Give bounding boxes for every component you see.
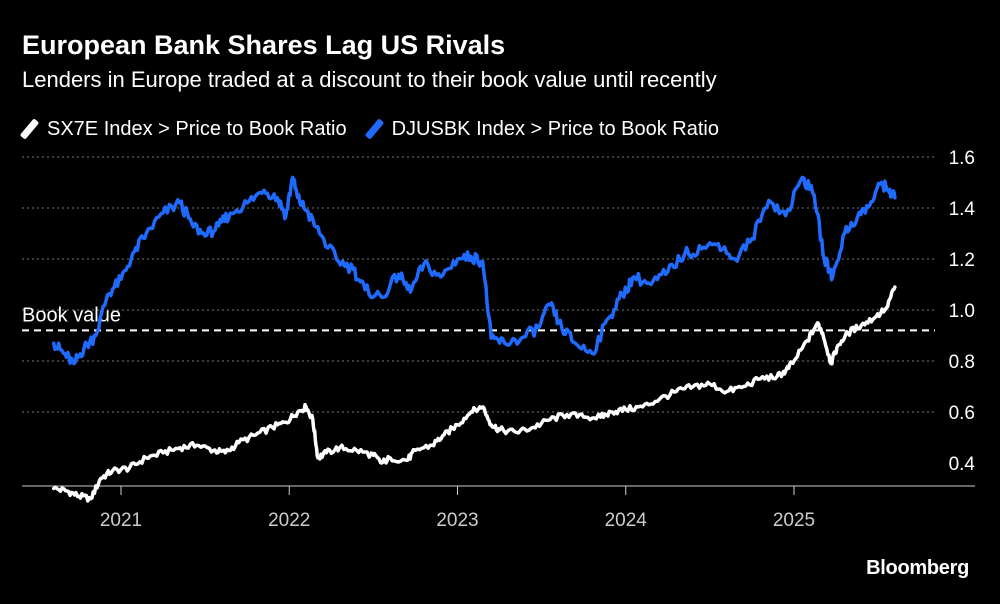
- y-tick-label: 1.4: [949, 199, 976, 220]
- x-tick-label: 2021: [100, 510, 142, 531]
- y-tick-label: 1.6: [949, 148, 975, 169]
- book-value-label: Book value: [22, 304, 121, 326]
- legend-item-djusbk: DJUSBK Index > Price to Book Ratio: [364, 117, 719, 141]
- x-tick-label: 2022: [268, 510, 310, 531]
- series-line-sx7e: [51, 285, 897, 503]
- bloomberg-logo: Bloomberg: [866, 557, 969, 579]
- legend-item-sx7e: SX7E Index > Price to Book Ratio: [19, 117, 347, 141]
- y-tick-label: 1.0: [949, 301, 975, 322]
- y-tick-label: 0.6: [949, 403, 975, 424]
- x-tick-label: 2023: [436, 510, 478, 531]
- legend-label-djusbk: DJUSBK Index > Price to Book Ratio: [391, 117, 719, 140]
- series-line-djusbk: [51, 175, 897, 366]
- chart-subtitle: Lenders in Europe traded at a discount t…: [22, 67, 717, 92]
- chart-title: European Bank Shares Lag US Rivals: [22, 30, 506, 60]
- legend: SX7E Index > Price to Book Ratio DJUSBK …: [19, 115, 739, 143]
- x-tick-label: 2025: [773, 510, 815, 531]
- x-tick-label: 2024: [605, 510, 648, 531]
- y-tick-label: 0.4: [949, 454, 976, 475]
- legend-label-sx7e: SX7E Index > Price to Book Ratio: [47, 117, 347, 140]
- y-tick-label: 1.2: [949, 250, 975, 271]
- y-tick-label: 0.8: [949, 352, 975, 373]
